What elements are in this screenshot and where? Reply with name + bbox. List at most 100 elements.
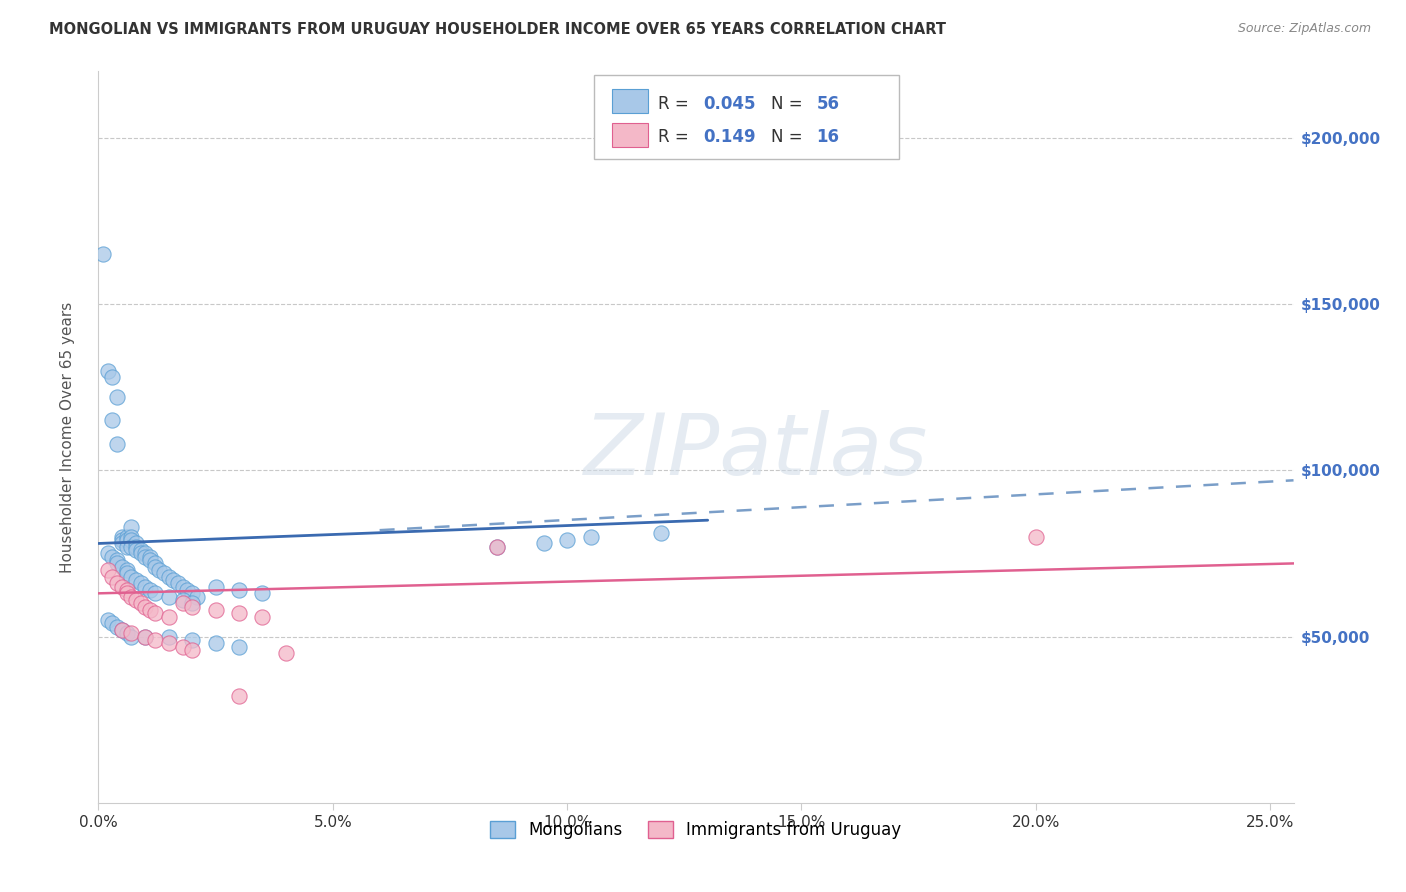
Point (129, 576, 152, 591)
Point (134, 630, 156, 644)
Point (115, 563, 138, 577)
Y-axis label: Householder Income Over 65 years: Householder Income Over 65 years (60, 301, 75, 573)
Point (143, 586, 166, 600)
Point (153, 566, 176, 581)
Point (111, 536, 134, 550)
Point (1025, 530, 1047, 544)
Point (143, 557, 166, 571)
Text: 0.045: 0.045 (703, 95, 755, 112)
FancyBboxPatch shape (595, 75, 900, 159)
Text: MONGOLIAN VS IMMIGRANTS FROM URUGUAY HOUSEHOLDER INCOME OVER 65 YEARS CORRELATIO: MONGOLIAN VS IMMIGRANTS FROM URUGUAY HOU… (49, 22, 946, 37)
Point (555, 533, 578, 548)
Point (204, 603, 226, 617)
Point (120, 520, 142, 534)
Text: 16: 16 (817, 128, 839, 146)
Point (228, 607, 250, 621)
Text: N =: N = (772, 128, 808, 146)
Point (120, 533, 142, 548)
Text: N =: N = (772, 95, 808, 112)
Point (228, 582, 250, 597)
Point (120, 540, 142, 554)
Point (204, 580, 226, 594)
Point (157, 636, 180, 650)
Point (101, 570, 124, 584)
Point (115, 586, 138, 600)
Point (105, 576, 128, 591)
Point (228, 690, 250, 704)
Text: Source: ZipAtlas.com: Source: ZipAtlas.com (1237, 22, 1371, 36)
Point (111, 623, 134, 637)
Point (120, 570, 142, 584)
Point (91, 247, 114, 261)
Point (252, 586, 274, 600)
Point (120, 590, 142, 604)
Point (139, 582, 162, 597)
Point (111, 623, 134, 637)
Point (101, 413, 124, 427)
Point (186, 590, 208, 604)
Point (181, 599, 204, 614)
Point (533, 536, 555, 550)
Point (125, 573, 148, 587)
Point (172, 640, 194, 654)
Point (167, 576, 190, 591)
Text: R =: R = (658, 128, 693, 146)
Point (579, 530, 602, 544)
Point (111, 559, 134, 574)
Point (97, 546, 120, 560)
Point (172, 580, 194, 594)
FancyBboxPatch shape (613, 89, 648, 113)
Point (115, 530, 138, 544)
Point (181, 643, 204, 657)
Point (157, 630, 180, 644)
Point (139, 603, 162, 617)
Point (143, 607, 166, 621)
Point (157, 590, 180, 604)
Point (157, 570, 180, 584)
Point (143, 632, 166, 647)
Point (120, 630, 142, 644)
Point (485, 540, 508, 554)
Legend: Mongolians, Immigrants from Uruguay: Mongolians, Immigrants from Uruguay (484, 814, 908, 846)
Point (97, 613, 120, 627)
Point (228, 640, 250, 654)
Point (97, 363, 120, 377)
Point (97, 563, 120, 577)
Point (115, 540, 138, 554)
Point (181, 586, 204, 600)
Point (129, 543, 152, 558)
Point (125, 593, 148, 607)
Point (105, 619, 128, 633)
Point (105, 553, 128, 567)
Point (204, 636, 226, 650)
Point (181, 632, 204, 647)
Text: R =: R = (658, 95, 693, 112)
Text: 56: 56 (817, 95, 839, 112)
Text: 0.149: 0.149 (703, 128, 756, 146)
Point (101, 549, 124, 564)
Point (125, 540, 148, 554)
Point (101, 370, 124, 384)
Point (274, 646, 297, 660)
Point (111, 580, 134, 594)
Point (120, 626, 142, 640)
Point (176, 582, 198, 597)
Point (172, 596, 194, 610)
Point (139, 549, 162, 564)
Point (101, 616, 124, 631)
Point (485, 540, 508, 554)
Point (105, 557, 128, 571)
Point (157, 609, 180, 624)
Point (148, 563, 170, 577)
Point (172, 593, 194, 607)
Point (181, 596, 204, 610)
Point (143, 559, 166, 574)
Point (162, 573, 184, 587)
Point (120, 530, 142, 544)
Point (105, 390, 128, 404)
Text: ZIPatlas: ZIPatlas (583, 410, 928, 493)
Point (115, 533, 138, 548)
Point (134, 599, 156, 614)
Point (134, 549, 156, 564)
Point (129, 546, 152, 560)
